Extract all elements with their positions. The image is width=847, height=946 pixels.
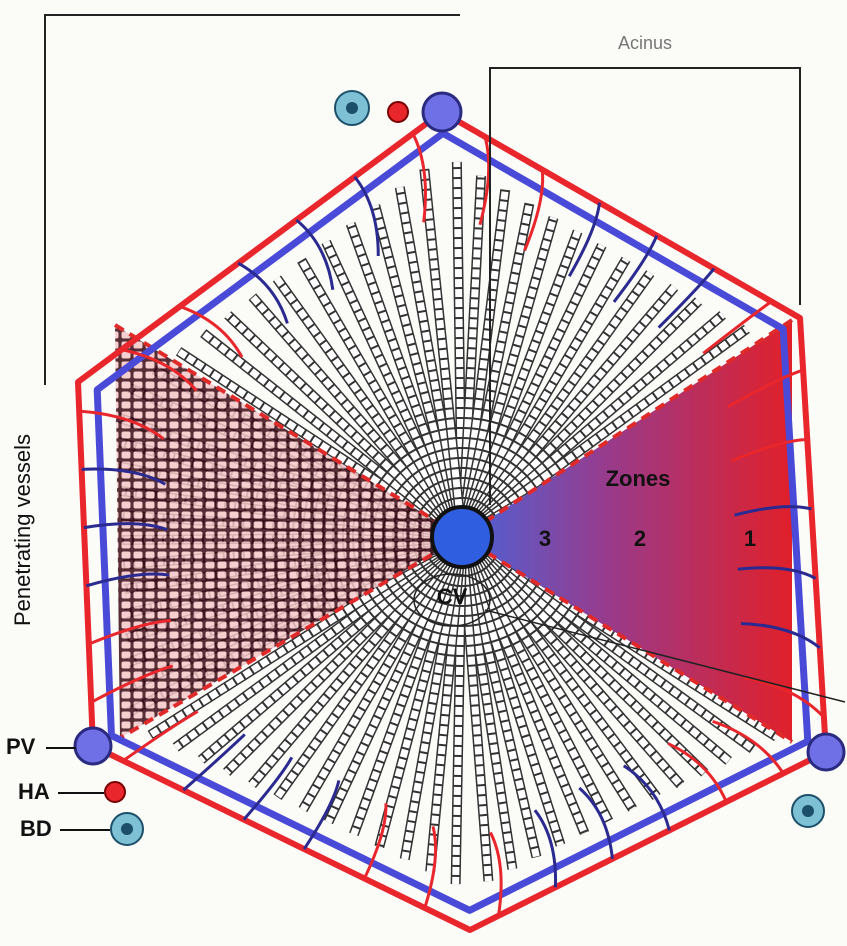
- penetrating-vessels-label: Penetrating vessels: [10, 434, 35, 626]
- page: {"labels": {"acinus": "Acinus", "penetra…: [0, 0, 847, 946]
- pv-label: PV: [6, 734, 36, 759]
- ha-label: HA: [18, 779, 50, 804]
- central-vein: [432, 507, 492, 567]
- zone-label: 3: [539, 526, 551, 551]
- zone-label: 1: [744, 526, 756, 551]
- acinus-label: Acinus: [618, 33, 672, 53]
- portal-vein: [808, 734, 844, 770]
- bd-label: BD: [20, 816, 52, 841]
- hepatic-artery: [388, 102, 408, 122]
- zone-label: 2: [634, 526, 646, 551]
- portal-vein: [423, 93, 461, 131]
- bile-duct-lumen: [121, 823, 133, 835]
- zones-title: Zones: [606, 466, 671, 491]
- hepatic-artery: [105, 782, 125, 802]
- lobule-diagram: Acinus Penetrating vessels Zones 3 2 1 C…: [0, 0, 847, 946]
- portal-vein: [75, 728, 111, 764]
- bile-duct-lumen: [346, 102, 358, 114]
- cv-label: CV: [437, 584, 468, 609]
- bile-duct-lumen: [802, 805, 814, 817]
